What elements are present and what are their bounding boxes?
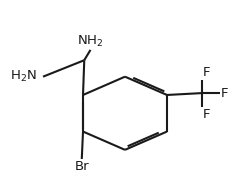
Text: F: F xyxy=(203,66,211,79)
Text: H$_2$N: H$_2$N xyxy=(10,69,37,84)
Text: F: F xyxy=(203,108,211,121)
Text: NH$_2$: NH$_2$ xyxy=(77,34,104,49)
Text: F: F xyxy=(221,87,228,100)
Text: Br: Br xyxy=(74,160,89,173)
